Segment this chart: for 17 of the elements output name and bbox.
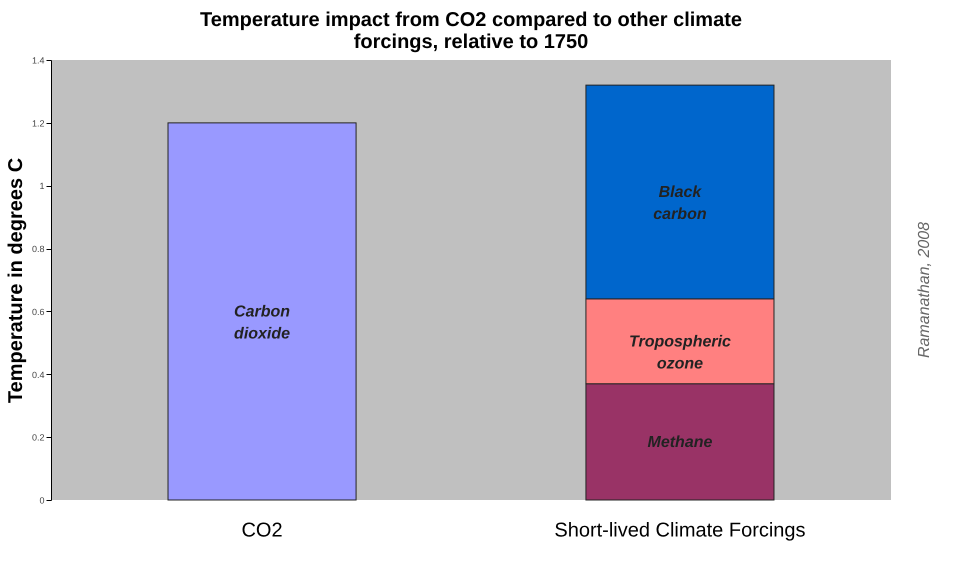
chart-title: Temperature impact from CO2 compared to other climate forcings, relative to 1750 — [200, 9, 742, 53]
series-label: Black carbon — [653, 184, 707, 223]
y-tick-label: 0.4 — [32, 370, 44, 380]
x-tick-label: CO2 — [241, 520, 283, 542]
y-tick-label: 0.2 — [32, 432, 44, 443]
y-tick-label: 0.6 — [32, 306, 44, 317]
y-tick-label: 0.8 — [32, 244, 44, 254]
y-tick-label: 1.2 — [32, 118, 44, 128]
series-label: Methane — [648, 434, 712, 451]
series-label: Tropospheric ozone — [628, 333, 732, 372]
y-tick-label: 1.4 — [32, 56, 44, 66]
x-tick-label: Short-lived Climate Forcings — [554, 520, 806, 542]
text: Ramanathan, 2008 — [916, 222, 934, 358]
y-tick-label: 0 — [39, 496, 44, 506]
y-tick-label: 1 — [39, 181, 44, 192]
series-label: Carbon dioxide — [234, 303, 290, 342]
y-axis-title: Temperature in degrees C — [4, 158, 27, 404]
